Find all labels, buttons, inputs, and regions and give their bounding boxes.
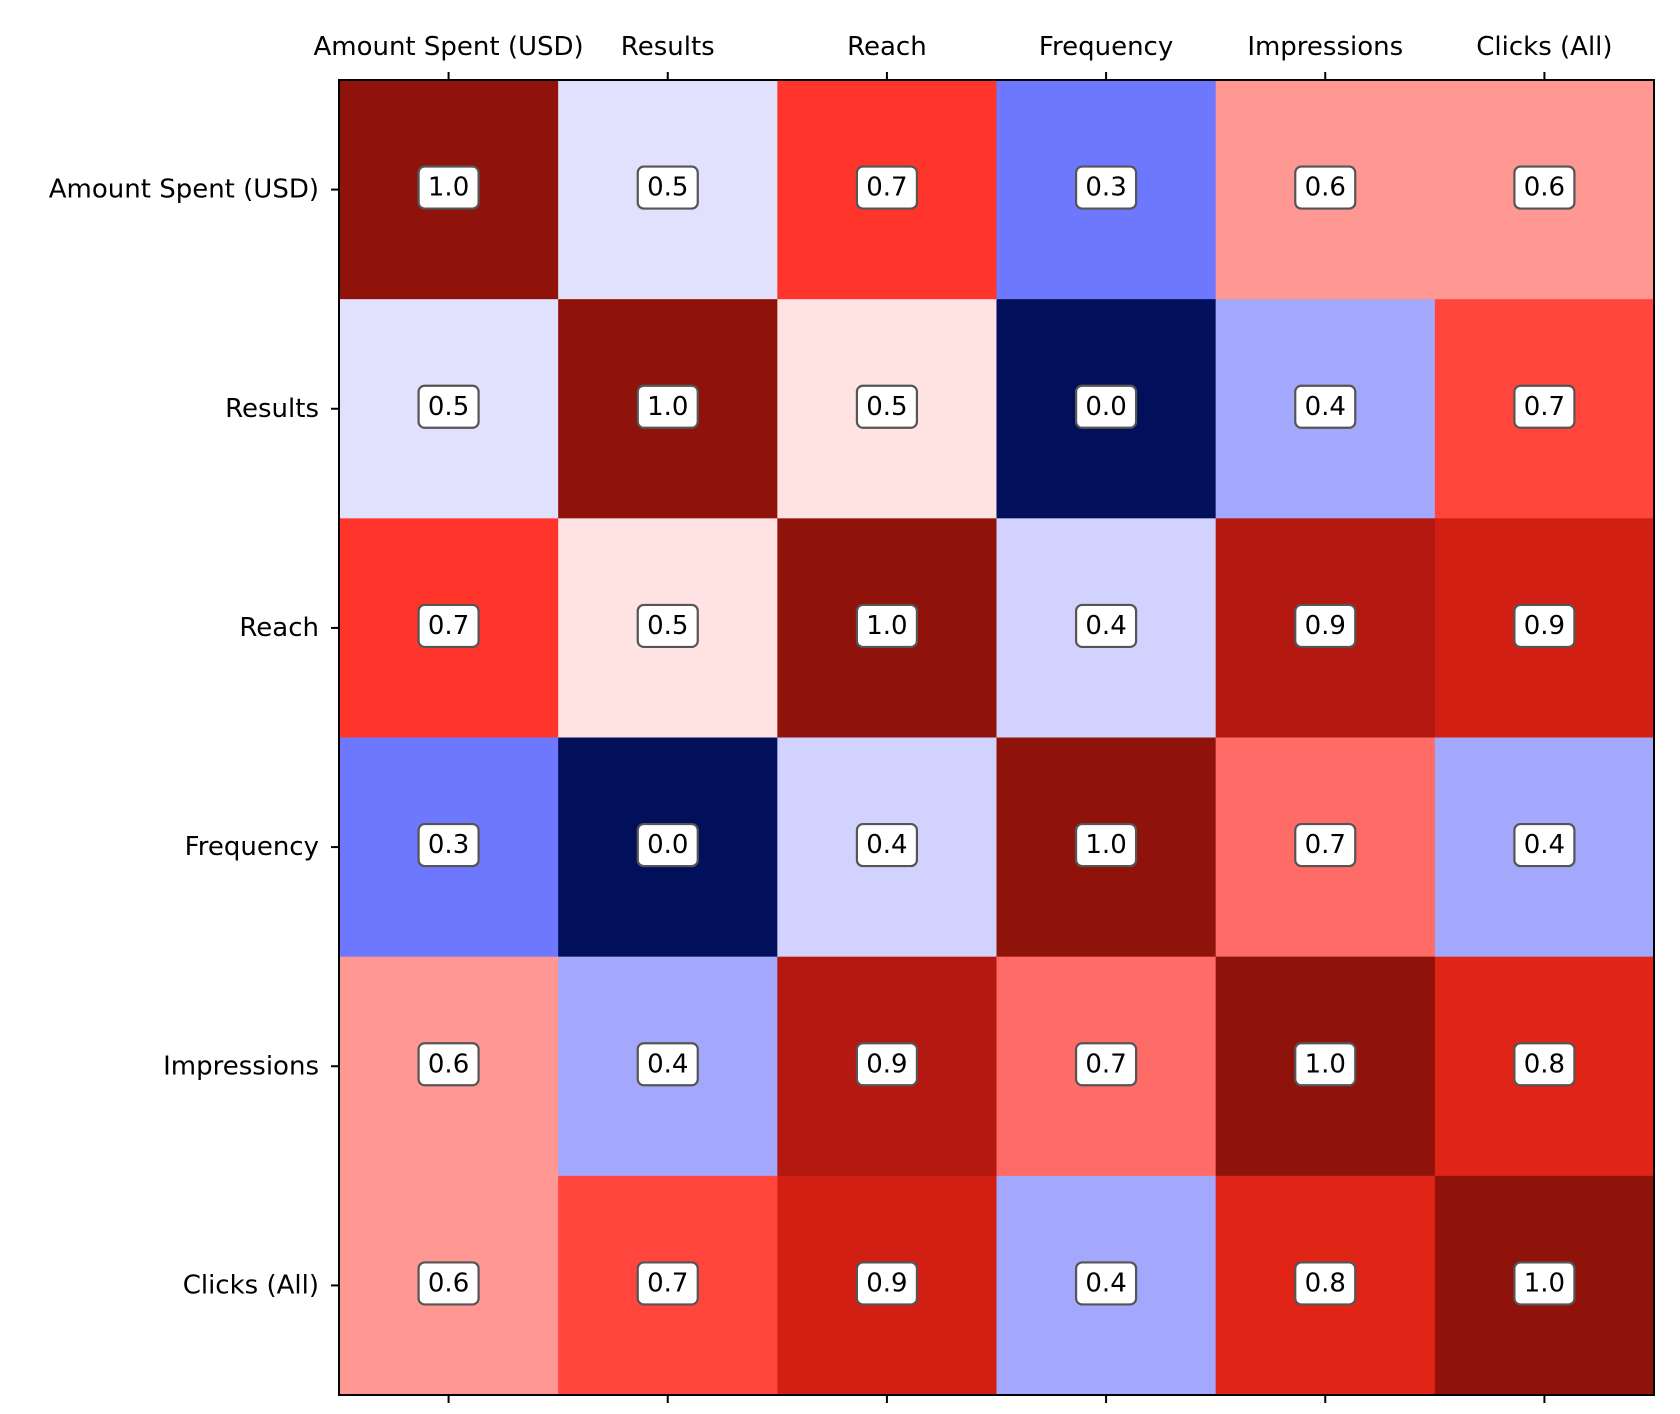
y-tick-label: Clicks (All) [183, 1270, 319, 1300]
cell-value-label: 1.0 [1305, 1049, 1346, 1079]
value-label-box [1513, 384, 1576, 429]
value-label-box [1513, 822, 1576, 868]
value-label-box [1294, 603, 1357, 649]
cell-value-label: 0.7 [428, 611, 469, 641]
value-label-box [636, 1261, 699, 1306]
cell-value-label: 0.0 [1085, 392, 1126, 422]
cell-value-label: 0.6 [428, 1268, 469, 1298]
cell-value-label: 0.3 [428, 830, 469, 860]
x-tick-label: Results [621, 32, 715, 62]
heatmap-value-labels: 1.0 0.5 0.7 0.3 0.6 0.6 0.5 1.0 0.5 0.0 0.4 0.7 0.7 0… [417, 165, 1576, 1306]
value-label-box [1074, 165, 1138, 210]
value-label-box [855, 165, 919, 210]
x-tick-label: Reach [847, 32, 927, 62]
cell-value-label: 0.4 [866, 830, 907, 860]
value-label-box [1294, 1261, 1357, 1306]
x-axis-ticks: Amount Spent (USD) Results Reach Frequency I… [313, 32, 1613, 1403]
value-label-box [636, 165, 699, 210]
value-label-box [1294, 822, 1357, 868]
value-label-box [1074, 384, 1138, 429]
cell-value-label: 0.4 [1085, 1268, 1126, 1298]
value-label-box [417, 165, 480, 210]
value-label-box [417, 1042, 480, 1087]
cell-value-label: 0.5 [647, 173, 688, 203]
value-label-box [1074, 1261, 1138, 1306]
value-label-box [636, 384, 699, 429]
value-label-box [1074, 603, 1138, 649]
cell-value-label: 1.0 [1085, 830, 1126, 860]
value-label-box [1513, 1042, 1576, 1087]
value-label-box [855, 1042, 919, 1087]
value-label-box [1513, 1261, 1576, 1306]
cell-value-label: 0.5 [428, 392, 469, 422]
x-tick-label: Frequency [1039, 32, 1173, 62]
cell-value-label: 0.4 [1524, 830, 1565, 860]
y-tick-label: Impressions [163, 1051, 319, 1081]
cell-value-label: 1.0 [428, 173, 469, 203]
cell-value-label: 0.5 [647, 611, 688, 641]
cell-value-label: 0.7 [866, 173, 907, 203]
value-label-box [1513, 165, 1576, 210]
value-label-box [1294, 1042, 1357, 1087]
value-label-box [417, 1261, 480, 1306]
cell-value-label: 0.7 [1085, 1049, 1126, 1079]
value-label-box [1294, 165, 1357, 210]
value-label-box [417, 384, 480, 429]
y-tick-label: Amount Spent (USD) [49, 175, 319, 205]
value-label-box [636, 603, 699, 649]
cell-value-label: 0.3 [1085, 173, 1126, 203]
cell-value-label: 0.0 [647, 830, 688, 860]
x-tick-label: Amount Spent (USD) [313, 32, 583, 62]
value-label-box [855, 1261, 919, 1306]
cell-value-label: 1.0 [1524, 1268, 1565, 1298]
cell-value-label: 1.0 [647, 392, 688, 422]
cell-value-label: 0.6 [1524, 173, 1565, 203]
cell-value-label: 0.9 [866, 1268, 907, 1298]
heatmap-cells [339, 80, 1655, 1396]
cell-value-label: 0.4 [1305, 392, 1346, 422]
cell-value-label: 0.8 [1305, 1268, 1346, 1298]
value-label-box [855, 384, 919, 429]
value-label-box [636, 1042, 699, 1087]
cell-value-label: 0.5 [866, 392, 907, 422]
cell-value-label: 0.8 [1524, 1049, 1565, 1079]
value-label-box [855, 603, 919, 649]
value-label-box [417, 822, 480, 868]
value-label-box [1074, 822, 1138, 868]
cell-value-label: 0.9 [866, 1049, 907, 1079]
value-label-box [1294, 384, 1357, 429]
cell-value-label: 0.9 [1305, 611, 1346, 641]
cell-value-label: 0.4 [1085, 611, 1126, 641]
cell-value-label: 0.7 [1305, 830, 1346, 860]
cell-value-label: 0.4 [647, 1049, 688, 1079]
value-label-box [636, 822, 699, 868]
cell-value-label: 0.7 [647, 1268, 688, 1298]
cell-value-label: 1.0 [866, 611, 907, 641]
cell-value-label: 0.6 [428, 1049, 469, 1079]
cell-value-label: 0.9 [1524, 611, 1565, 641]
x-tick-label: Impressions [1247, 32, 1403, 62]
cell-value-label: 0.7 [1524, 392, 1565, 422]
value-label-box [417, 603, 480, 649]
x-tick-label: Clicks (All) [1476, 32, 1612, 62]
plot-frame [338, 79, 1655, 1396]
y-tick-label: Frequency [185, 832, 319, 862]
y-tick-label: Results [225, 394, 319, 424]
value-label-box [1074, 1042, 1138, 1087]
value-label-box [855, 822, 919, 868]
y-tick-label: Reach [239, 613, 319, 643]
cell-value-label: 0.6 [1305, 173, 1346, 203]
y-axis-ticks: Amount Spent (USD) Results Reach Frequency I… [49, 175, 339, 1300]
value-label-box [1513, 603, 1576, 649]
